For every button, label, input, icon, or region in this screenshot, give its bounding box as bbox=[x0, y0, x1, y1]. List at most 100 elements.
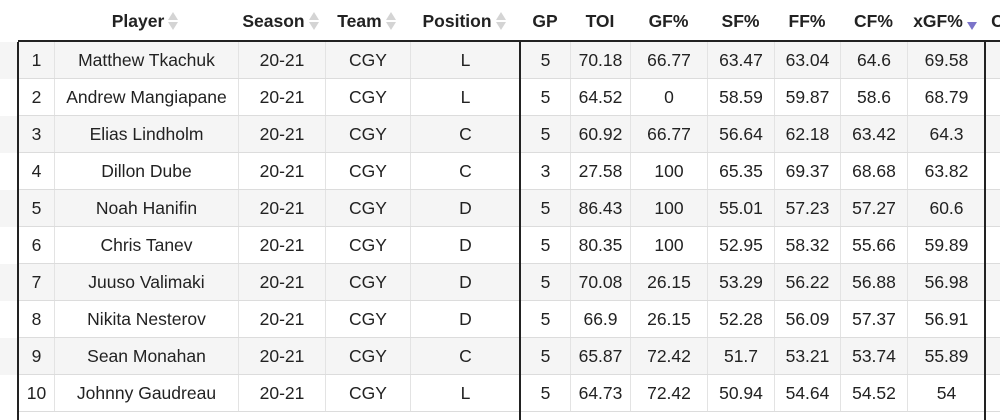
header-label: TOI bbox=[585, 10, 615, 31]
cell-xgf: 55.89 bbox=[907, 338, 985, 375]
cell-season: 20-21 bbox=[238, 338, 325, 375]
cell-xgf: 59.89 bbox=[907, 227, 985, 264]
header-label: Season bbox=[242, 10, 305, 31]
column-divider bbox=[519, 42, 521, 420]
header-label: SF% bbox=[721, 10, 760, 31]
cell-rank: 5 bbox=[18, 190, 54, 227]
row-divider bbox=[18, 300, 1000, 301]
sort-toggle-icon[interactable] bbox=[385, 11, 398, 31]
header-player[interactable]: Player bbox=[54, 0, 238, 42]
sort-desc-icon[interactable] bbox=[966, 11, 979, 31]
table-row: 8 Nikita Nesterov 20-21 CGY D 5 66.9 26.15 52.28… bbox=[0, 301, 1000, 338]
cell-player: Andrew Mangiapane bbox=[54, 79, 238, 116]
cell-toi: 70.18 bbox=[570, 42, 630, 79]
cell-rank: 9 bbox=[18, 338, 54, 375]
cell-position: D bbox=[410, 301, 520, 338]
cell-season: 20-21 bbox=[238, 301, 325, 338]
row-divider bbox=[18, 189, 1000, 190]
cell-player: Nikita Nesterov bbox=[54, 301, 238, 338]
cell-team: CGY bbox=[325, 227, 410, 264]
cell-cf: 63.42 bbox=[840, 116, 907, 153]
table-header: Player Season Team Position GP TOI GF% SF% FF% CF… bbox=[0, 0, 1000, 42]
sort-toggle-icon[interactable] bbox=[495, 11, 508, 31]
header-label: C bbox=[991, 10, 1000, 31]
column-divider bbox=[984, 42, 986, 420]
cell-gf: 72.42 bbox=[630, 375, 707, 412]
header-rank bbox=[18, 0, 54, 42]
cell-team: CGY bbox=[325, 153, 410, 190]
cell-cf: 64.6 bbox=[840, 42, 907, 79]
header-team[interactable]: Team bbox=[325, 0, 410, 42]
header-position[interactable]: Position bbox=[410, 0, 520, 42]
cell-ff: 54.64 bbox=[774, 375, 840, 412]
header-season[interactable]: Season bbox=[238, 0, 325, 42]
header-gf[interactable]: GF% bbox=[630, 0, 707, 42]
cell-team: CGY bbox=[325, 301, 410, 338]
cell-toi: 60.92 bbox=[570, 116, 630, 153]
header-sf[interactable]: SF% bbox=[707, 0, 774, 42]
cell-rank: 2 bbox=[18, 79, 54, 116]
sort-toggle-icon[interactable] bbox=[308, 11, 321, 31]
cell-season: 20-21 bbox=[238, 190, 325, 227]
table-row: 1 Matthew Tkachuk 20-21 CGY L 5 70.18 66.77 63.4… bbox=[0, 42, 1000, 79]
table-row: 5 Noah Hanifin 20-21 CGY D 5 86.43 100 55.01 57.2… bbox=[0, 190, 1000, 227]
header-label: Team bbox=[337, 10, 382, 31]
cell-player: Noah Hanifin bbox=[54, 190, 238, 227]
cell-position: D bbox=[410, 264, 520, 301]
header-label: GP bbox=[532, 10, 558, 31]
cell-cf: 56.88 bbox=[840, 264, 907, 301]
cell-xgf: 56.91 bbox=[907, 301, 985, 338]
header-gp[interactable]: GP bbox=[520, 0, 570, 42]
row-divider bbox=[18, 78, 1000, 79]
cell-rank: 10 bbox=[18, 375, 54, 412]
cell-gf: 0 bbox=[630, 79, 707, 116]
cell-rank: 4 bbox=[18, 153, 54, 190]
cell-team: CGY bbox=[325, 42, 410, 79]
header-label: GF% bbox=[648, 10, 689, 31]
header-next[interactable]: C bbox=[985, 0, 1000, 42]
sort-toggle-icon[interactable] bbox=[168, 11, 180, 31]
header-cf[interactable]: CF% bbox=[840, 0, 907, 42]
table-row: 7 Juuso Valimaki 20-21 CGY D 5 70.08 26.15 53.29… bbox=[0, 264, 1000, 301]
column-divider bbox=[17, 42, 19, 420]
cell-next bbox=[985, 153, 1000, 190]
table-row: 10 Johnny Gaudreau 20-21 CGY L 5 64.73 72.42 50.… bbox=[0, 375, 1000, 412]
cell-player: Johnny Gaudreau bbox=[54, 375, 238, 412]
cell-ff: 53.21 bbox=[774, 338, 840, 375]
header-label: xGF% bbox=[913, 10, 963, 31]
cell-position: L bbox=[410, 79, 520, 116]
cell-xgf: 63.82 bbox=[907, 153, 985, 190]
cell-gp: 3 bbox=[520, 153, 570, 190]
cell-next bbox=[985, 227, 1000, 264]
cell-position: C bbox=[410, 116, 520, 153]
cell-ff: 62.18 bbox=[774, 116, 840, 153]
header-label: Position bbox=[422, 10, 492, 31]
cell-xgf: 68.79 bbox=[907, 79, 985, 116]
cell-toi: 86.43 bbox=[570, 190, 630, 227]
cell-gf: 100 bbox=[630, 190, 707, 227]
cell-gp: 5 bbox=[520, 116, 570, 153]
cell-gf: 100 bbox=[630, 227, 707, 264]
cell-ff: 56.22 bbox=[774, 264, 840, 301]
header-toi[interactable]: TOI bbox=[570, 0, 630, 42]
cell-xgf: 69.58 bbox=[907, 42, 985, 79]
cell-position: C bbox=[410, 153, 520, 190]
cell-sf: 56.64 bbox=[707, 116, 774, 153]
cell-season: 20-21 bbox=[238, 79, 325, 116]
cell-ff: 63.04 bbox=[774, 42, 840, 79]
row-divider bbox=[18, 337, 1000, 338]
cell-team: CGY bbox=[325, 375, 410, 412]
header-ff[interactable]: FF% bbox=[774, 0, 840, 42]
cell-position: D bbox=[410, 190, 520, 227]
cell-rank: 1 bbox=[18, 42, 54, 79]
cell-ff: 59.87 bbox=[774, 79, 840, 116]
cell-xgf: 56.98 bbox=[907, 264, 985, 301]
cell-toi: 64.52 bbox=[570, 79, 630, 116]
cell-next bbox=[985, 190, 1000, 227]
cell-toi: 80.35 bbox=[570, 227, 630, 264]
cell-next bbox=[985, 338, 1000, 375]
cell-player: Dillon Dube bbox=[54, 153, 238, 190]
header-label: FF% bbox=[788, 10, 826, 31]
header-xgf[interactable]: xGF% bbox=[907, 0, 985, 42]
